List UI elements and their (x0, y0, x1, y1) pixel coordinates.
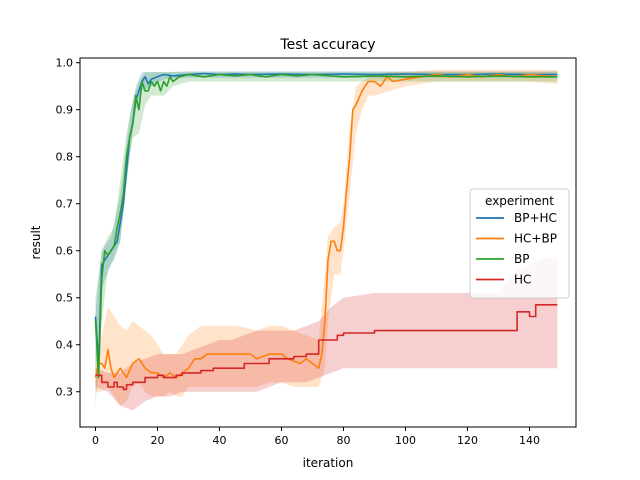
y-tick-label: 0.6 (56, 245, 74, 258)
legend-title: experiment (485, 194, 554, 208)
chart-title: Test accuracy (279, 37, 375, 53)
x-axis-label: iteration (303, 456, 354, 470)
y-axis-ticks: 0.3 0.4 0.5 0.6 0.7 0.8 0.9 1.0 (56, 57, 80, 399)
series-line-bp (94, 73, 558, 379)
band-bp (95, 72, 558, 406)
x-tick-label: 20 (151, 434, 165, 447)
legend-items: BP+HC HC+BP BP HC (476, 211, 557, 287)
confidence-bands (95, 69, 558, 411)
series-line-hc-plus-bp (94, 73, 558, 379)
y-tick-label: 0.5 (56, 292, 74, 305)
y-tick-label: 1.0 (56, 57, 74, 70)
band-hc-plus-bp (95, 69, 558, 406)
x-tick-label: 140 (519, 434, 540, 447)
x-axis-ticks: 0 20 40 60 80 100 120 140 (92, 427, 540, 447)
y-tick-label: 0.7 (56, 198, 74, 211)
y-tick-label: 0.9 (56, 104, 74, 117)
x-tick-label: 100 (395, 434, 416, 447)
x-tick-label: 40 (213, 434, 227, 447)
legend-label-bp-plus-hc: BP+HC (514, 211, 557, 225)
axes-frame (79, 57, 577, 428)
y-tick-label: 0.3 (56, 386, 74, 399)
x-tick-label: 60 (275, 434, 289, 447)
legend-label-bp: BP (514, 252, 529, 266)
y-tick-label: 0.4 (56, 339, 74, 352)
y-tick-label: 0.8 (56, 151, 74, 164)
legend-label-hc-plus-bp: HC+BP (514, 232, 557, 246)
legend-label-hc: HC (514, 273, 531, 287)
x-tick-label: 80 (337, 434, 351, 447)
legend-frame (469, 188, 570, 299)
series-line-bp-plus-hc (94, 72, 558, 365)
x-tick-label: 120 (457, 434, 478, 447)
legend: experiment BP+HC HC+BP BP HC (469, 188, 570, 299)
y-axis-label: result (29, 225, 43, 259)
series-line-hc (95, 303, 558, 391)
x-tick-label: 0 (92, 434, 99, 447)
plot-area (94, 69, 558, 411)
series-lines (94, 72, 558, 391)
band-hc (95, 257, 558, 411)
